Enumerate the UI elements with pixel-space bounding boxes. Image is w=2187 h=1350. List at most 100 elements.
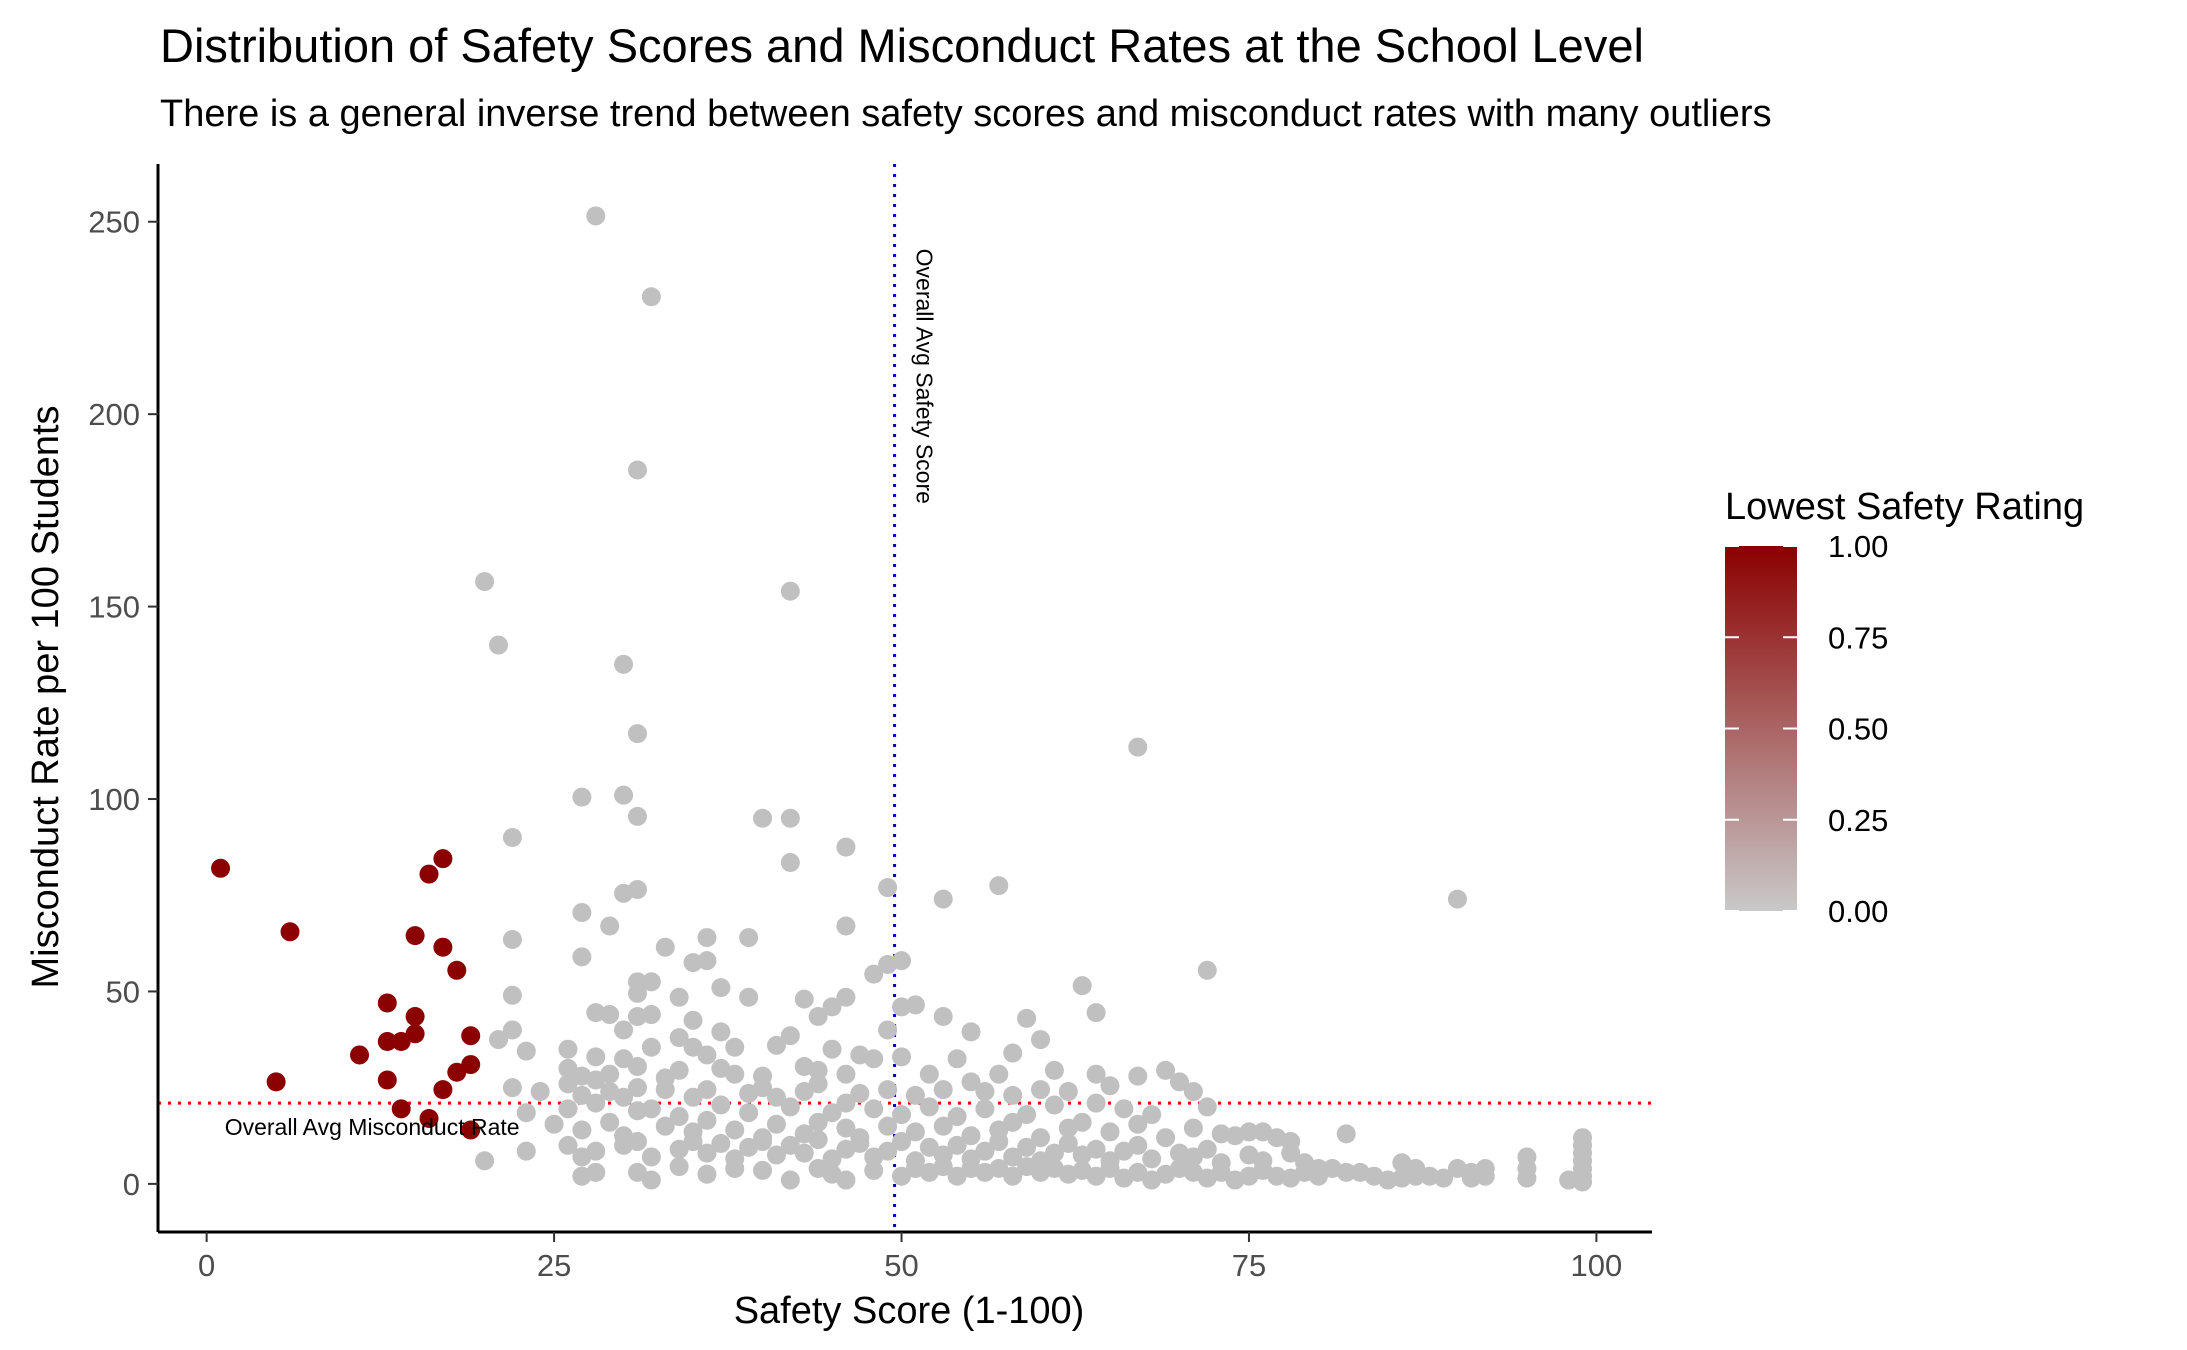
reference-lines bbox=[158, 164, 1652, 1232]
data-point bbox=[600, 1005, 620, 1025]
data-point bbox=[627, 1101, 647, 1121]
data-point bbox=[1156, 1128, 1176, 1148]
data-point bbox=[766, 1035, 786, 1055]
data-point bbox=[669, 1028, 689, 1048]
data-point bbox=[1072, 976, 1092, 996]
data-point bbox=[1086, 1166, 1106, 1186]
data-point bbox=[836, 916, 856, 936]
data-point bbox=[1058, 1082, 1078, 1102]
axes: 0 25 50 75 100 0 50 100 150 200 250 bbox=[88, 164, 1652, 1283]
data-point bbox=[697, 1080, 717, 1100]
data-point bbox=[892, 1047, 912, 1067]
data-point bbox=[655, 1116, 675, 1136]
data-point-lowest bbox=[433, 849, 453, 869]
data-point-lowest bbox=[377, 1031, 397, 1051]
legend: Lowest Safety Rating 1.00 0.75 0.50 0.25 0.0… bbox=[1725, 486, 2084, 929]
data-point bbox=[1183, 1147, 1203, 1167]
data-point bbox=[1308, 1166, 1328, 1186]
data-point bbox=[836, 1170, 856, 1190]
y-axis-title: Misconduct Rate per 100 Students bbox=[25, 405, 67, 988]
data-point bbox=[1058, 1133, 1078, 1153]
data-point bbox=[475, 1151, 495, 1171]
data-point bbox=[725, 1158, 745, 1178]
data-point bbox=[627, 983, 647, 1003]
data-point bbox=[892, 1105, 912, 1125]
data-point-lowest bbox=[419, 1108, 439, 1128]
data-point bbox=[655, 1080, 675, 1100]
data-point bbox=[905, 1122, 925, 1142]
data-point bbox=[697, 951, 717, 971]
data-point bbox=[627, 724, 647, 744]
data-point bbox=[502, 930, 522, 950]
data-point bbox=[808, 1006, 828, 1026]
data-point bbox=[558, 1039, 578, 1059]
data-point bbox=[878, 1020, 898, 1040]
data-point bbox=[933, 1157, 953, 1177]
data-point bbox=[530, 1082, 550, 1102]
data-point bbox=[808, 1130, 828, 1150]
data-point bbox=[753, 808, 773, 828]
data-point bbox=[1100, 1158, 1120, 1178]
data-point bbox=[947, 1135, 967, 1155]
data-point bbox=[836, 987, 856, 1007]
data-point bbox=[683, 1037, 703, 1057]
data-point bbox=[892, 1166, 912, 1186]
data-point bbox=[892, 997, 912, 1017]
data-point bbox=[1100, 1122, 1120, 1142]
data-point bbox=[1211, 1162, 1231, 1182]
data-point bbox=[614, 654, 634, 674]
data-point bbox=[1461, 1168, 1481, 1188]
data-point bbox=[627, 1078, 647, 1098]
data-point bbox=[1128, 1066, 1148, 1086]
data-point bbox=[794, 989, 814, 1009]
data-point bbox=[1017, 1105, 1037, 1125]
data-point bbox=[669, 987, 689, 1007]
data-point bbox=[905, 995, 925, 1015]
legend-tick-label: 0.25 bbox=[1828, 803, 1888, 838]
data-point bbox=[1281, 1143, 1301, 1163]
data-point bbox=[711, 1095, 731, 1115]
data-point-lowest bbox=[419, 864, 439, 884]
data-point bbox=[683, 1087, 703, 1107]
data-point bbox=[822, 997, 842, 1017]
data-point bbox=[1434, 1168, 1454, 1188]
data-point bbox=[502, 1078, 522, 1098]
data-point bbox=[739, 928, 759, 948]
data-point bbox=[989, 876, 1009, 896]
data-point-lowest bbox=[350, 1045, 370, 1065]
data-point bbox=[669, 1060, 689, 1080]
legend-tick-label: 0.75 bbox=[1828, 620, 1888, 655]
data-point-lowest bbox=[447, 1062, 467, 1082]
data-point bbox=[739, 1103, 759, 1123]
data-point bbox=[780, 581, 800, 601]
data-point bbox=[933, 1116, 953, 1136]
data-point bbox=[1100, 1076, 1120, 1096]
data-point bbox=[572, 1085, 592, 1105]
x-tick-label: 100 bbox=[1571, 1248, 1623, 1283]
data-point bbox=[836, 1118, 856, 1138]
data-point bbox=[697, 1110, 717, 1130]
data-point bbox=[1517, 1168, 1537, 1188]
data-point bbox=[1086, 1139, 1106, 1159]
avg-misconduct-rate-label: Overall Avg Misconduct Rate bbox=[225, 1114, 520, 1140]
data-point bbox=[1086, 1003, 1106, 1023]
data-point bbox=[627, 1162, 647, 1182]
data-point bbox=[683, 1132, 703, 1152]
x-axis-ticks: 0 25 50 75 100 bbox=[198, 1232, 1622, 1283]
data-point bbox=[822, 1149, 842, 1169]
data-point bbox=[780, 1026, 800, 1046]
data-point bbox=[1017, 1137, 1037, 1157]
data-point bbox=[753, 1132, 773, 1152]
data-point-lowest bbox=[461, 1055, 481, 1075]
data-point bbox=[669, 1139, 689, 1159]
data-point bbox=[808, 1074, 828, 1094]
data-point bbox=[586, 206, 606, 226]
data-point bbox=[919, 1064, 939, 1084]
data-point bbox=[1239, 1122, 1259, 1142]
data-point bbox=[1044, 1060, 1064, 1080]
data-point bbox=[961, 1022, 981, 1042]
data-point bbox=[1031, 1030, 1051, 1050]
data-point bbox=[919, 1097, 939, 1117]
data-point bbox=[572, 1120, 592, 1140]
legend-tick-label: 0.00 bbox=[1828, 894, 1888, 929]
